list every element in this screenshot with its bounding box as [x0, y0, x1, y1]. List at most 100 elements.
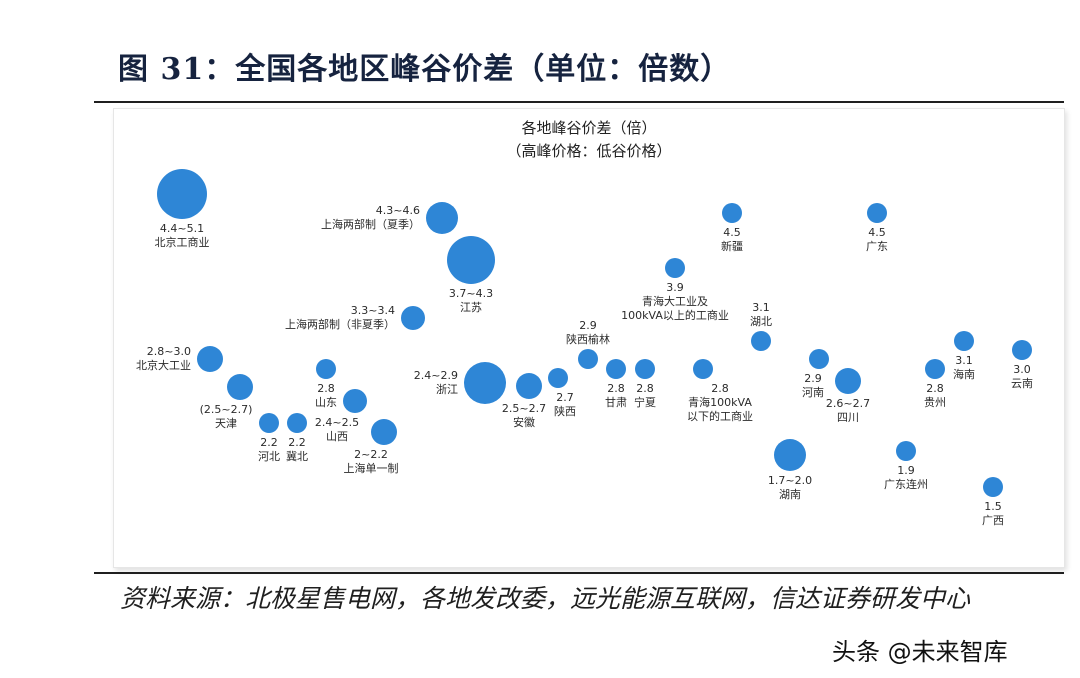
- bubble-range-label: 3.1: [752, 301, 770, 314]
- chart-title: 各地峰谷价差（倍）: [521, 119, 656, 137]
- bubble-range-label: 4.4~5.1: [160, 222, 204, 235]
- bubble-group: 2.5~2.7安徽: [502, 373, 546, 429]
- bubble-range-label: 3.0: [1013, 363, 1031, 376]
- bubble-point: [287, 413, 307, 433]
- bubble-range-label: 4.3~4.6: [376, 204, 420, 217]
- bubble-group: 3.0云南: [1011, 340, 1033, 390]
- bubble-region-label: 云南: [1011, 377, 1033, 390]
- bubble-region-label: 广东连州: [884, 478, 928, 491]
- bubble-range-label: 3.1: [955, 354, 973, 367]
- bubble-range-label: 2.8: [636, 382, 654, 395]
- bubble-point: [447, 236, 495, 284]
- bubble-region-label: 河南: [802, 386, 824, 399]
- bubble-region-label: 北京工商业: [155, 235, 210, 249]
- bubble-region-label: 贵州: [924, 396, 946, 409]
- source-note: 资料来源：北极星售电网，各地发改委，远光能源互联网，信达证券研发中心: [120, 584, 971, 613]
- bubble-point: [722, 203, 742, 223]
- bubble-group: 4.5新疆: [721, 203, 743, 253]
- bubble-range-label: 3.3~3.4: [351, 304, 395, 317]
- bubble-range-label: 2.6~2.7: [826, 397, 870, 410]
- bubble-point: [401, 306, 425, 330]
- bubble-group: 1.5广西: [982, 477, 1004, 527]
- bubble-point: [516, 373, 542, 399]
- bubble-point: [896, 441, 916, 461]
- bubble-point: [635, 359, 655, 379]
- bubble-group: 2.2河北: [258, 413, 280, 463]
- bubble-region-label: 河北: [258, 450, 280, 463]
- watermark: 头条 @未来智库: [832, 638, 1008, 666]
- bubble-range-label: 2.4~2.5: [315, 416, 359, 429]
- bubble-group: 3.1湖北: [750, 301, 772, 351]
- bubble-range-label: (2.5~2.7): [200, 403, 253, 416]
- bubble-group: 2.6~2.7四川: [826, 368, 870, 424]
- bubble-range-label: 1.9: [897, 464, 915, 477]
- bubble-group: 2.8贵州: [924, 359, 946, 409]
- bubble-range-label: 4.5: [723, 226, 741, 239]
- bubble-region-label: 冀北: [286, 449, 308, 463]
- bubble-group: (2.5~2.7)天津: [200, 374, 253, 430]
- bubble-group: 3.1海南: [953, 331, 975, 381]
- bubble-group: 2.8山东: [315, 359, 337, 409]
- bubble-region-label: 上海两部制（非夏季）: [285, 317, 395, 331]
- bubble-point: [925, 359, 945, 379]
- bubble-range-label: 2.8: [926, 382, 944, 395]
- bubble-region-label: 山东: [315, 396, 337, 409]
- bubble-range-label: 2.2: [260, 436, 278, 449]
- bubble-point: [954, 331, 974, 351]
- bubble-group: 2.4~2.9浙江: [414, 362, 506, 404]
- bubble-range-label: 3.9: [666, 281, 684, 294]
- bubble-range-label: 2.2: [288, 436, 306, 449]
- figure-title: 图 31：全国各地区峰谷价差（单位：倍数）: [118, 52, 732, 87]
- bubble-region-label: 山西: [326, 430, 348, 443]
- bubble-point: [665, 258, 685, 278]
- bubble-range-label: 2.8: [607, 382, 625, 395]
- bubble-range-label: 4.5: [868, 226, 886, 239]
- bubble-region-label: 四川: [837, 411, 859, 424]
- bubble-group: 2.9河南: [802, 349, 829, 399]
- bubble-range-label: 2.7: [556, 391, 574, 404]
- bubble-group: 4.5广东: [866, 203, 888, 253]
- bubble-point: [259, 413, 279, 433]
- bubble-point: [464, 362, 506, 404]
- bottom-rule: [94, 572, 1064, 574]
- bubble-range-label: 2.9: [804, 372, 822, 385]
- bubble-point: [867, 203, 887, 223]
- bubble-point: [809, 349, 829, 369]
- bubble-group: 2.4~2.5山西: [315, 389, 367, 443]
- bubble-point: [751, 331, 771, 351]
- bubble-region-label: 广西: [982, 514, 1004, 527]
- bubble-point: [371, 419, 397, 445]
- bubble-region-label: 上海两部制（夏季）: [321, 217, 420, 231]
- bubble-region-label: 青海100kVA 以下的工商业: [687, 395, 753, 423]
- bubble-range-label: 2.8: [711, 382, 729, 395]
- bubble-region-label: 宁夏: [634, 395, 656, 409]
- bubble-region-label: 海南: [953, 367, 975, 381]
- bubble-point: [835, 368, 861, 394]
- bubble-region-label: 广东: [866, 240, 888, 253]
- bubble-region-label: 浙江: [436, 383, 458, 396]
- bubble-point: [227, 374, 253, 400]
- bubble-point: [693, 359, 713, 379]
- bubble-point: [983, 477, 1003, 497]
- bubble-region-label: 湖北: [750, 315, 772, 328]
- bubble-point: [774, 439, 806, 471]
- bubble-region-label: 陕西榆林: [566, 332, 610, 346]
- bubble-range-label: 1.5: [984, 500, 1002, 513]
- bubble-range-label: 3.7~4.3: [449, 287, 493, 300]
- bubble-region-label: 江苏: [460, 301, 482, 314]
- bubble-region-label: 上海单一制: [344, 461, 399, 475]
- bubble-range-label: 2.5~2.7: [502, 402, 546, 415]
- bubble-group: 3.7~4.3江苏: [447, 236, 495, 314]
- bubble-range-label: 2.4~2.9: [414, 369, 458, 382]
- bubble-group: 2.7陕西: [548, 368, 576, 418]
- bubble-point: [157, 169, 207, 219]
- bubble-range-label: 2.9: [579, 319, 597, 332]
